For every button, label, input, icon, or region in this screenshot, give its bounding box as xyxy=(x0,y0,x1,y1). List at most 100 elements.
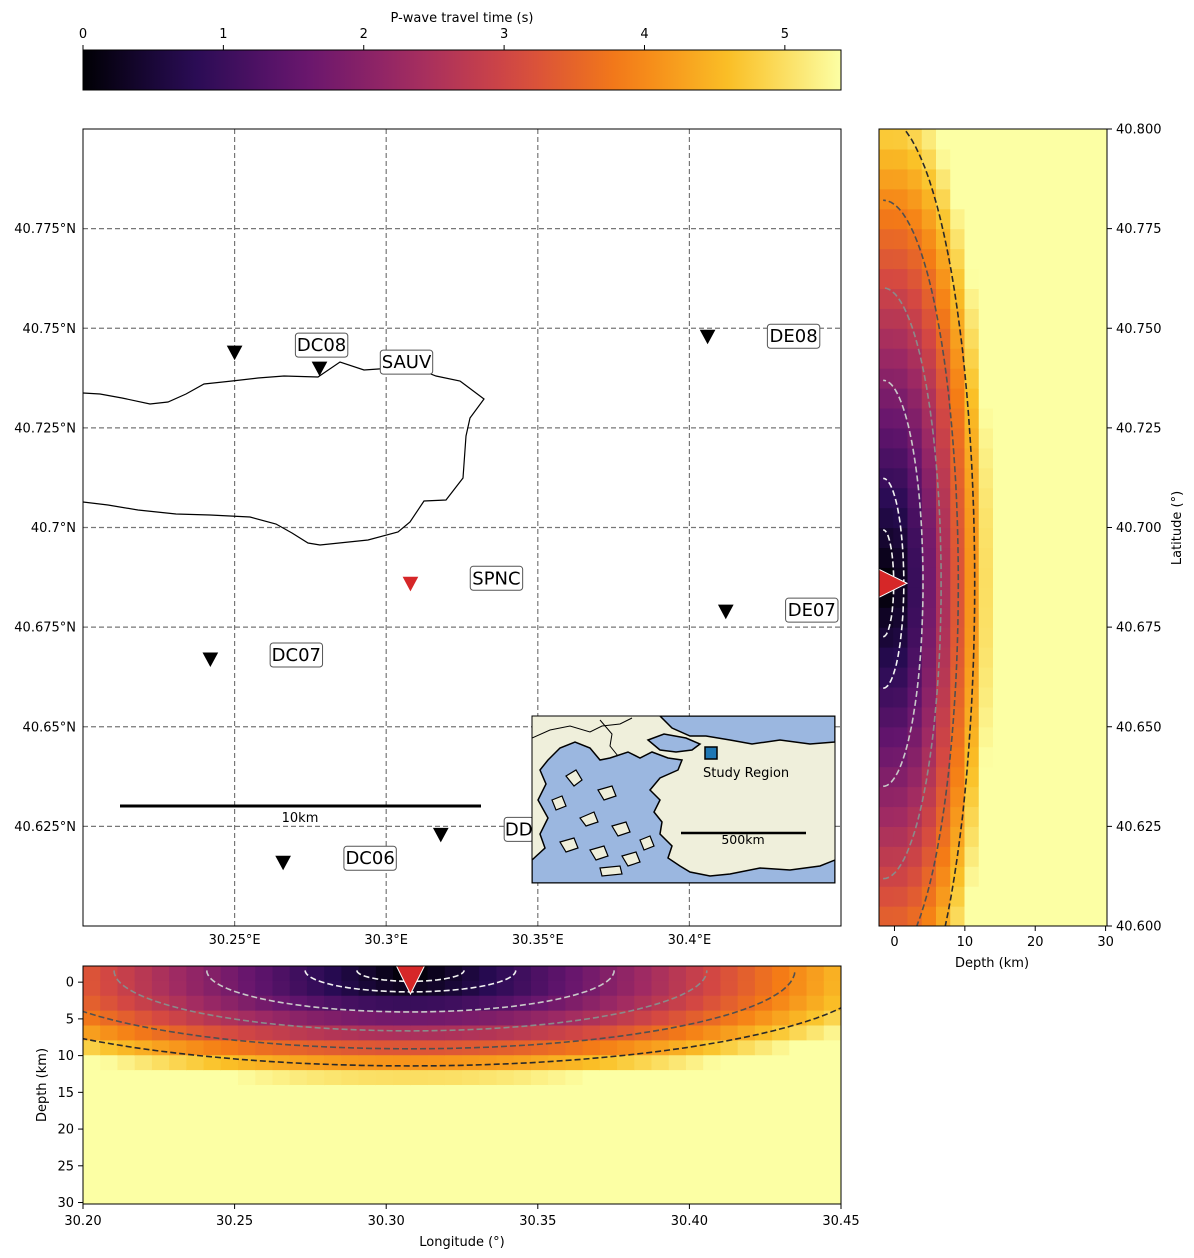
heatmap-cell xyxy=(1078,666,1094,688)
heatmap-cell xyxy=(978,547,994,568)
heatmap-cell xyxy=(1007,328,1023,349)
heatmap-cell xyxy=(964,228,980,250)
heatmap-cell xyxy=(100,1189,119,1204)
heatmap-cell xyxy=(479,1010,498,1027)
heatmap-cell xyxy=(1092,248,1107,270)
heatmap-cell xyxy=(964,328,980,349)
heatmap-cell xyxy=(893,487,909,509)
heatmap-cell xyxy=(936,627,951,648)
heatmap-cell xyxy=(720,1189,739,1204)
heatmap-cell xyxy=(427,980,446,997)
heatmap-cell xyxy=(1007,726,1023,748)
heatmap-cell xyxy=(393,1025,411,1041)
heatmap-cell xyxy=(1007,148,1023,170)
heatmap-cell xyxy=(444,1085,463,1101)
heatmap-cell xyxy=(789,980,808,997)
heatmap-cell xyxy=(530,1144,549,1160)
heatmap-cell xyxy=(479,1189,498,1204)
heatmap-cell xyxy=(978,726,994,748)
heatmap-cell xyxy=(565,1040,584,1056)
heatmap-cell xyxy=(1078,587,1094,608)
heatmap-cell xyxy=(599,1010,618,1027)
heatmap-cell xyxy=(950,168,966,190)
heatmap-cell xyxy=(879,188,894,210)
heatmap-cell xyxy=(1035,168,1051,190)
longitude-depth-xlabel: Longitude (°) xyxy=(419,1235,504,1250)
heatmap-cell xyxy=(324,1174,343,1190)
heatmap-cell xyxy=(203,1144,222,1160)
station-label-box xyxy=(343,845,397,871)
heatmap-cell xyxy=(950,148,966,170)
heatmap-cell xyxy=(1007,427,1023,449)
heatmap-cell xyxy=(1050,686,1065,708)
heatmap-cell xyxy=(427,1025,446,1041)
heatmap-cell xyxy=(964,686,980,708)
heatmap-cell xyxy=(893,407,909,429)
heatmap-cell xyxy=(879,268,894,289)
heatmap-cell xyxy=(950,288,966,309)
heatmap-cell xyxy=(238,995,256,1012)
heatmap-cell xyxy=(668,1114,687,1131)
heatmap-cell xyxy=(789,966,808,982)
heatmap-cell xyxy=(1078,786,1094,808)
heatmap-cell xyxy=(685,995,704,1012)
heatmap-cell xyxy=(565,1114,584,1131)
heatmap-cell xyxy=(668,1144,687,1160)
heatmap-cell xyxy=(289,1040,308,1056)
heatmap-cell xyxy=(993,129,1008,150)
heatmap-cell xyxy=(1035,427,1051,449)
heatmap-cell xyxy=(375,1010,394,1027)
heatmap-cell xyxy=(272,1099,291,1116)
map-lat-tick-label: 40.725°N xyxy=(14,421,76,436)
heatmap-cell xyxy=(879,148,894,170)
heatmap-cell xyxy=(444,1129,463,1146)
heatmap-cell xyxy=(375,1025,394,1041)
heatmap-cell xyxy=(134,966,153,982)
scalebar-label: 10km xyxy=(282,811,319,826)
coastline-lake xyxy=(83,361,485,546)
heatmap-cell xyxy=(1050,148,1065,170)
heatmap-cell xyxy=(978,407,994,429)
heatmap-cell xyxy=(530,1099,549,1116)
heatmap-cell xyxy=(530,1189,549,1204)
heatmap-cell xyxy=(950,607,966,628)
heatmap-cell xyxy=(806,1144,825,1160)
heatmap-cell xyxy=(879,706,894,728)
station-label-box xyxy=(785,597,839,623)
heatmap-cell xyxy=(978,786,994,808)
heatmap-cell xyxy=(1064,228,1080,250)
heatmap-cell xyxy=(634,1114,653,1131)
heatmap-cell xyxy=(737,1159,756,1175)
heatmap-cell xyxy=(582,1129,601,1146)
heatmap-cell xyxy=(907,886,923,907)
colorbar-tick-label: 3 xyxy=(500,27,508,42)
heatmap-cell xyxy=(720,1040,739,1056)
heatmap-cell xyxy=(548,980,566,997)
heatmap-cell xyxy=(1064,188,1080,210)
heatmap-cell xyxy=(582,1099,601,1116)
heatmap-cell xyxy=(1092,846,1107,867)
heatmap-cell xyxy=(1007,407,1023,429)
heatmap-cell xyxy=(358,1189,377,1204)
heatmap-cell xyxy=(936,866,951,887)
heatmap-cell xyxy=(617,995,635,1012)
heatmap-cell xyxy=(1007,826,1023,847)
heatmap-cell xyxy=(893,686,909,708)
heatmap-cell xyxy=(936,447,951,469)
contour-line xyxy=(83,1007,841,1067)
inset-scalebar-label: 500km xyxy=(721,832,764,847)
heatmap-cell xyxy=(1050,607,1065,628)
heatmap-cell xyxy=(964,587,980,608)
heatmap-cell xyxy=(879,248,894,270)
heatmap-cell xyxy=(921,328,937,349)
heatmap-cell xyxy=(1035,826,1051,847)
heatmap-cell xyxy=(993,666,1008,688)
heatmap-cell xyxy=(289,1010,308,1027)
heatmap-cell xyxy=(427,1144,446,1160)
heatmap-cell xyxy=(1064,208,1080,230)
heatmap-cell xyxy=(513,1099,532,1116)
heatmap-cell xyxy=(548,1085,566,1101)
heatmap-cell xyxy=(1078,368,1094,389)
heatmap-cell xyxy=(907,168,923,190)
heatmap-cell xyxy=(341,1055,360,1071)
